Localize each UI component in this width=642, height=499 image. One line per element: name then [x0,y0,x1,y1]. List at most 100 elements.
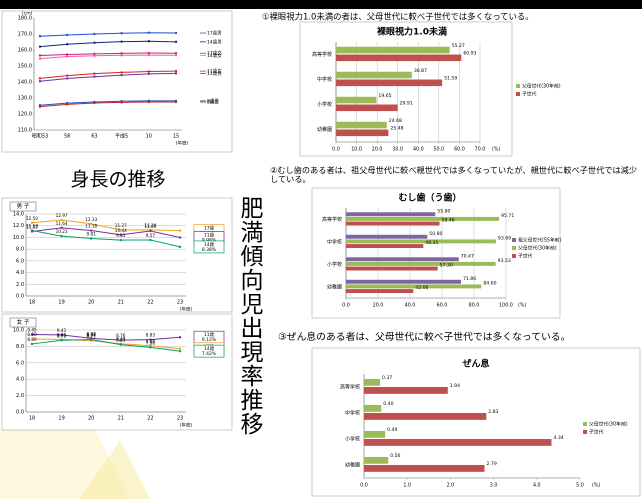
x-tick-label: 40.0 [413,147,424,153]
data-label: 4.34 [553,435,563,441]
data-point [66,55,69,58]
top-bar [0,0,642,9]
data-label: 8.98 [87,331,97,336]
chart-frame [311,187,561,319]
data-label: 57.30 [440,263,453,269]
legend-swatch [583,430,587,434]
data-point [149,346,152,349]
y-axis-label: (cm) [22,11,33,17]
title-box [9,317,37,328]
bar [336,46,450,54]
x-axis-label: (%) [592,483,600,489]
data-label: 0.40 [383,401,393,407]
chart-frame [1,10,233,153]
data-point [119,238,123,242]
data-label: 2.79 [487,461,497,467]
legend-swatch [516,92,520,96]
category-label: 小学校 [317,101,332,108]
legend-label: 8歳女 [207,99,219,106]
data-point [174,31,178,35]
data-label: 8.83 [146,333,156,338]
data-point [149,344,152,347]
data-point [147,51,150,55]
x-tick-label: 22 [147,416,153,422]
legend-swatch [512,246,516,250]
data-point [66,53,69,56]
data-label: 8.33 [116,337,126,342]
data-point [38,45,42,48]
vision-heading: ①裸眼視力1.0未満の者は、父母世代に較べ子世代では多くなっている。 [262,12,534,22]
x-tick-label: 3.0 [490,483,498,489]
data-label: 55.27 [452,43,465,49]
chart-title: むし歯（う歯） [398,192,461,204]
x-tick-label: 19 [58,300,64,306]
data-point [30,221,34,224]
data-label: 9.12% [202,337,217,343]
data-point [66,43,69,46]
y-tick-label: 170.0 [18,32,32,38]
y-tick-label: 110.0 [18,128,32,134]
data-label: 60.93 [463,51,476,57]
data-point [90,229,93,232]
data-label: 8.85 [57,332,67,337]
data-point [66,77,69,80]
data-point [93,41,96,44]
data-point [174,52,178,55]
asthma-heading: ③ぜん息のある者は、父母世代に較べ子世代では多くなっている。 [278,330,570,343]
series-line [31,227,181,239]
legend-label: 17歳女 [207,50,222,57]
series-line [39,72,177,82]
data-label: 11.64 [56,221,68,226]
x-tick-label: 60.0 [437,303,448,309]
data-point [93,52,96,56]
data-label: 42.06 [415,285,428,291]
bar [346,221,440,226]
x-tick-label: 10 [146,134,152,140]
data-point [178,347,182,350]
bar [336,71,412,79]
data-point [120,40,123,43]
data-label: 8.90 [27,332,37,337]
bar [364,439,552,446]
data-label: 8.21 [116,338,126,343]
data-point [38,105,42,108]
data-label: 8.71 [87,334,97,339]
bar [364,378,380,386]
data-point [178,336,182,339]
title-box [9,201,37,212]
data-point [120,101,123,104]
y-tick-label: 10.0 [13,328,24,334]
data-point [178,236,182,239]
bar [346,216,500,221]
legend-label: 祖父母世代(55年前) [518,237,562,244]
x-tick-label: 平成5 [115,133,128,140]
x-tick-label: 80.0 [469,303,480,309]
data-label: 55.80 [437,208,450,214]
y-tick-label: 130.0 [18,96,32,102]
x-axis-label: (%) [518,303,526,309]
series-line [31,339,181,352]
data-point [119,233,123,237]
chart-title: 男 子 [17,203,30,210]
chart-frame [1,197,233,313]
category-label: 幼稚園 [345,462,360,469]
series-line [39,40,177,48]
data-point [147,72,150,76]
series-line [39,100,176,106]
bar [364,430,386,438]
y-tick-label: 140.0 [18,80,32,86]
x-tick-label: 20.0 [372,147,383,153]
category-label: 中学校 [317,76,332,83]
data-label: 11.02 [26,224,38,229]
bar [346,239,496,244]
y-tick-label: 0.0 [16,294,24,300]
data-point [149,238,152,242]
data-point [149,338,152,341]
height-heading: 身長の推移 [70,169,165,191]
chart-title: 女 子 [17,318,30,326]
data-point [174,40,178,44]
data-label: 11.19 [26,223,38,228]
data-point [93,75,96,78]
legend-label: 14歳男 [207,38,222,45]
category-label: 高等学校 [312,51,332,58]
